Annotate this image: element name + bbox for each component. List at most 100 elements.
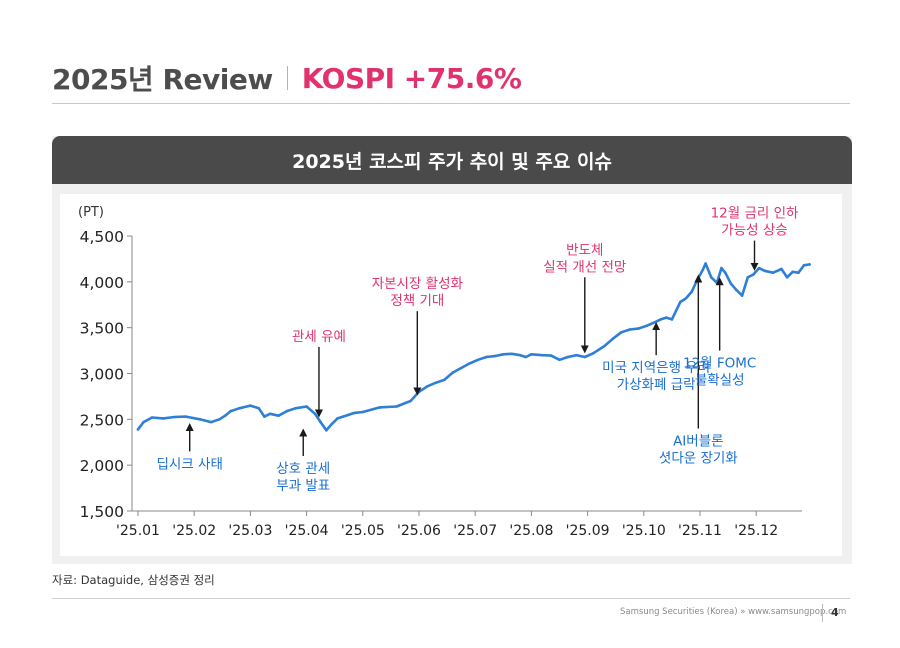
y-tick-label: 3,000 bbox=[80, 366, 124, 384]
data-point bbox=[659, 318, 662, 321]
x-tick-label: '25.08 bbox=[509, 523, 553, 539]
data-point bbox=[679, 300, 682, 304]
data-point bbox=[162, 417, 165, 420]
data-point bbox=[319, 420, 322, 424]
data-point bbox=[665, 316, 668, 319]
data-point bbox=[209, 420, 213, 424]
data-point bbox=[229, 409, 232, 413]
data-point bbox=[684, 297, 688, 300]
data-point bbox=[347, 413, 351, 417]
data-point bbox=[325, 429, 328, 432]
data-point bbox=[603, 344, 606, 348]
data-point bbox=[802, 264, 806, 267]
data-point bbox=[476, 358, 480, 362]
data-point bbox=[426, 385, 429, 388]
title-row: 2025년 Review KOSPI +75.6% bbox=[52, 56, 522, 100]
data-point bbox=[541, 353, 544, 357]
x-ticks: '25.01 '25.02 '25.03 '25.04 '25.05 '25.06 '25.… bbox=[116, 511, 778, 539]
annotation-label: 자본시장 활성화 bbox=[372, 276, 463, 292]
data-point bbox=[341, 415, 345, 418]
data-point bbox=[285, 409, 289, 413]
kospi-line-chart: (PT) 4,500 4,000 3,500 3,000 2,500 2,000 1,500… bbox=[78, 205, 811, 539]
y-tick-label: 2,500 bbox=[80, 411, 124, 429]
data-point bbox=[142, 420, 145, 424]
data-point bbox=[720, 266, 723, 270]
chart-panel: 2025년 코스피 주가 추이 및 주요 이슈 (PT) 4,500 4,000 3… bbox=[52, 136, 852, 564]
data-point bbox=[558, 358, 561, 362]
annotation: 딥시크 사태 bbox=[157, 423, 223, 472]
data-point bbox=[797, 271, 800, 274]
x-tick-label: '25.04 bbox=[285, 523, 329, 539]
data-point bbox=[746, 276, 750, 279]
footer-company: Samsung Securities (Korea) » www.samsung… bbox=[620, 607, 847, 617]
page-title-accent: KOSPI +75.6% bbox=[301, 61, 522, 95]
x-tick-label: '25.03 bbox=[228, 523, 272, 539]
y-tick-label: 4,000 bbox=[80, 274, 124, 292]
data-point bbox=[709, 276, 713, 279]
x-tick-label: '25.12 bbox=[734, 523, 778, 539]
data-point bbox=[670, 318, 674, 321]
annotation-label: 상호 관세 bbox=[276, 461, 330, 477]
annotation-label: 정책 기대 bbox=[390, 293, 444, 309]
data-point bbox=[808, 263, 811, 266]
data-point bbox=[566, 355, 570, 359]
annotation-label: 12월 FOMC bbox=[683, 356, 756, 372]
y-ticks: 4,500 4,000 3,500 3,000 2,500 2,000 1,500 bbox=[80, 228, 132, 521]
data-point bbox=[729, 282, 733, 285]
data-point bbox=[502, 353, 505, 356]
data-point bbox=[409, 399, 412, 403]
data-point bbox=[757, 266, 761, 270]
annotation-label: 부과 발표 bbox=[276, 478, 330, 494]
data-point bbox=[268, 412, 272, 416]
data-point bbox=[150, 416, 154, 419]
x-tick-label: '25.02 bbox=[172, 523, 216, 539]
data-point bbox=[395, 405, 398, 408]
data-point bbox=[636, 327, 640, 330]
data-point bbox=[645, 324, 648, 328]
annotation-label: AI버블론 bbox=[673, 434, 723, 450]
x-tick-label: '25.01 bbox=[116, 523, 160, 539]
data-point bbox=[249, 404, 252, 407]
y-tick-label: 2,000 bbox=[80, 457, 124, 475]
x-tick-label: '25.06 bbox=[397, 523, 441, 539]
y-axis-unit: (PT) bbox=[78, 205, 104, 220]
annotation-label: 관세 유예 bbox=[292, 329, 346, 345]
data-point bbox=[715, 281, 719, 285]
kospi-line bbox=[136, 262, 811, 432]
annotation-label: 반도체 bbox=[566, 242, 603, 258]
data-point bbox=[575, 353, 578, 357]
data-point bbox=[263, 415, 266, 418]
x-tick-label: '25.07 bbox=[453, 523, 497, 539]
data-point bbox=[735, 288, 738, 292]
data-point bbox=[701, 268, 705, 272]
data-point bbox=[611, 337, 615, 340]
data-point bbox=[549, 354, 553, 357]
data-point bbox=[785, 276, 789, 279]
data-point bbox=[468, 362, 471, 365]
data-point bbox=[752, 273, 755, 276]
data-point bbox=[524, 355, 528, 359]
data-point bbox=[218, 418, 221, 421]
data-point bbox=[690, 290, 693, 294]
data-point bbox=[451, 371, 455, 374]
annotation-label: 가상화폐 급락 bbox=[617, 377, 696, 393]
data-point bbox=[237, 407, 241, 410]
data-point bbox=[780, 267, 783, 271]
data-point bbox=[620, 331, 623, 334]
data-point bbox=[136, 428, 140, 431]
data-point bbox=[791, 270, 794, 274]
data-point bbox=[628, 328, 632, 331]
data-point bbox=[257, 407, 261, 410]
data-point bbox=[361, 410, 365, 414]
data-point bbox=[485, 355, 488, 359]
data-point bbox=[583, 355, 587, 359]
data-point bbox=[198, 418, 202, 421]
data-point bbox=[336, 417, 339, 420]
footer-rule bbox=[52, 598, 850, 599]
data-point bbox=[434, 381, 438, 384]
